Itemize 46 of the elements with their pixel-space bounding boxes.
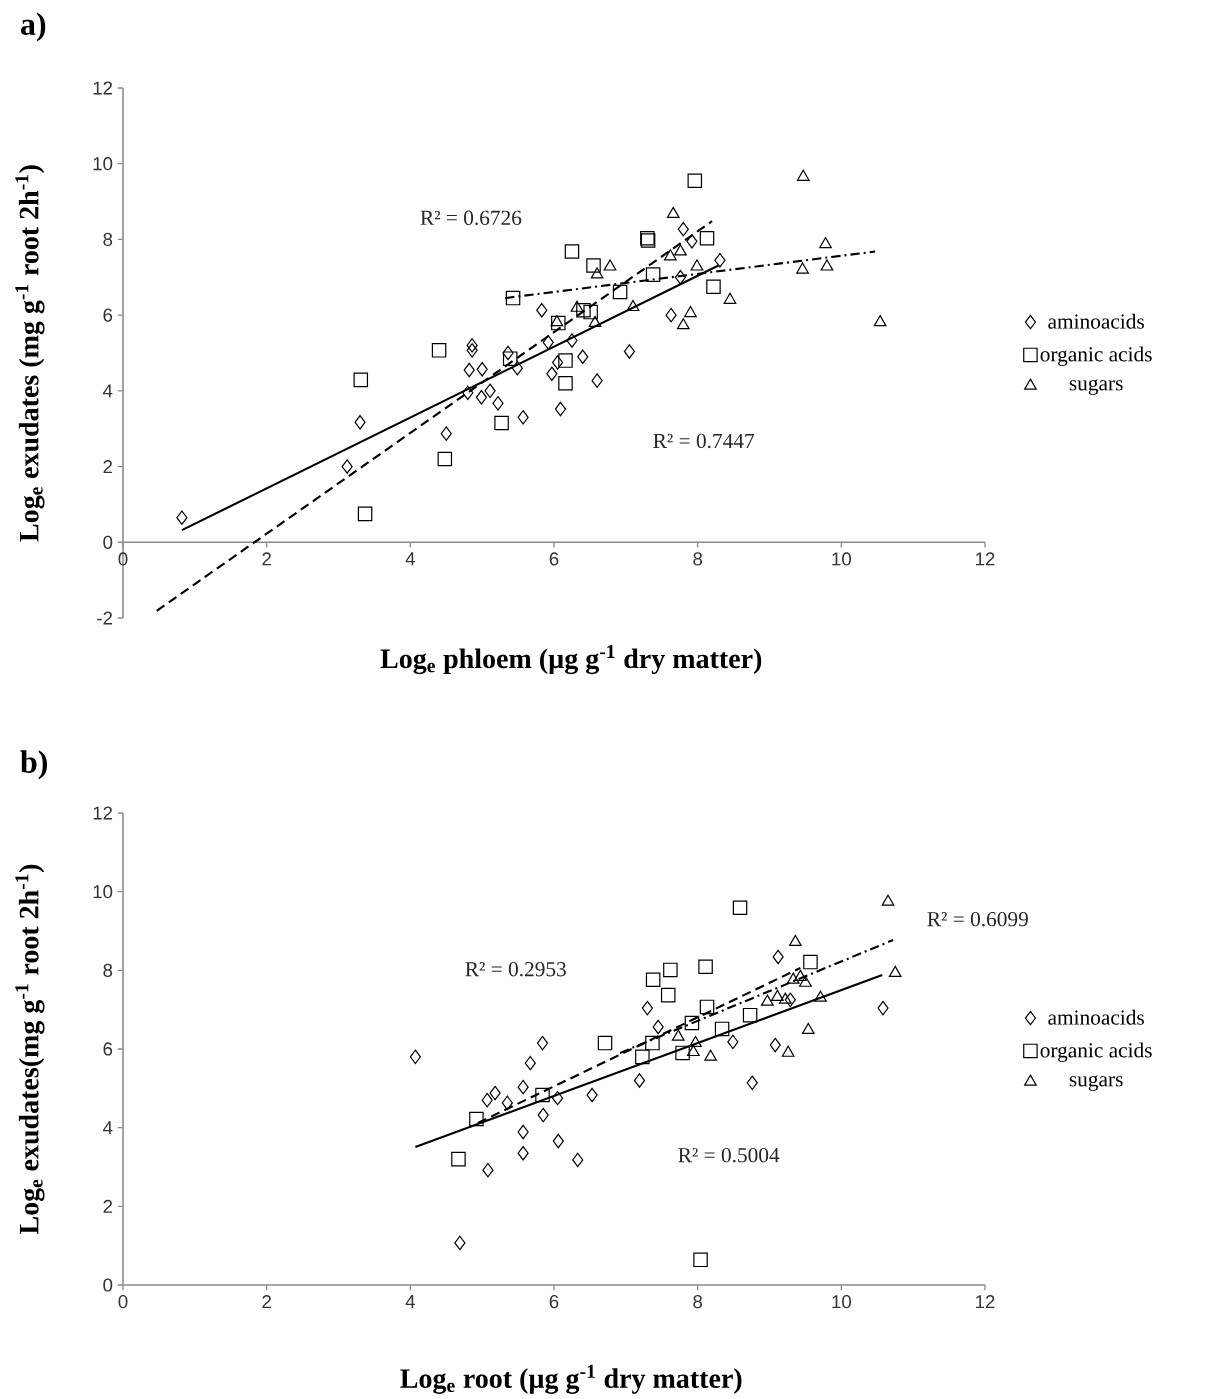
x-tick-label: 8 [693,552,703,566]
annotation: R² = 0.5004 [678,1147,780,1163]
x-tick-label: 2 [262,1295,271,1309]
legend-label: sugars [1069,379,1123,395]
x-tick-label: 6 [549,1295,559,1309]
y-axis-title: Log$_{e}$ exudates (mg g$^{-1}$ root 2h$^{-1}$) [15,165,45,542]
annotation: R² = 0.6726 [420,210,522,226]
legend-label: organic acids [1040,1042,1152,1062]
x-tick-label: 10 [832,552,851,566]
x-tick-label: 12 [976,552,995,566]
legend-label: aminoacids [1048,1009,1144,1025]
x-tick-label: 4 [405,1295,415,1308]
x-tick-label: 2 [262,552,271,566]
x-tick-label: 10 [832,1295,851,1309]
y-tick-label: 12 [93,81,113,95]
y-tick-label: 10 [93,885,113,899]
chart-title: b) [20,750,47,780]
y-tick-label: 2 [103,460,113,474]
x-tick-label: 0 [118,552,128,566]
legend-label: sugars [1069,1075,1123,1091]
y-tick-label: 6 [103,308,113,322]
annotation: R² = 0.6099 [927,911,1028,927]
x-tick-label: 8 [693,1295,703,1309]
x-axis-title: Log$_{e}$ root (µg g$^{-1}$ dry matter) [400,1364,742,1394]
annotation: R² = 0.7447 [653,433,755,449]
y-axis-title: Log$_{e}$ exudates(mg g$^{-1}$ root 2h$^{-1}$) [15,864,45,1235]
x-tick-label: 0 [118,1295,128,1309]
y-tick-label: 8 [103,232,113,247]
y-tick-label: 4 [102,384,113,398]
y-tick-label: 6 [103,1042,113,1056]
chart-title: a) [20,12,46,42]
y-tick-label: 8 [103,963,113,977]
y-tick-label: 2 [103,1199,113,1213]
x-tick-label: 12 [976,1295,995,1309]
legend-label: organic acids [1040,346,1152,366]
y-tick-label: 4 [102,1121,113,1135]
x-tick-label: 4 [405,552,415,566]
x-axis-title: Log$_{e}$ phloem (µg g$^{-1}$ dry matter) [380,644,762,675]
y-tick-label: 0 [103,535,113,549]
y-tick-label: 0 [103,1278,113,1292]
y-tick-label: 10 [93,157,113,171]
y-tick-label: -2 [97,611,113,625]
annotation: R² = 0.2953 [465,961,566,977]
y-tick-label: 12 [93,806,113,820]
x-tick-label: 6 [549,552,559,566]
legend-label: aminoacids [1048,313,1144,329]
